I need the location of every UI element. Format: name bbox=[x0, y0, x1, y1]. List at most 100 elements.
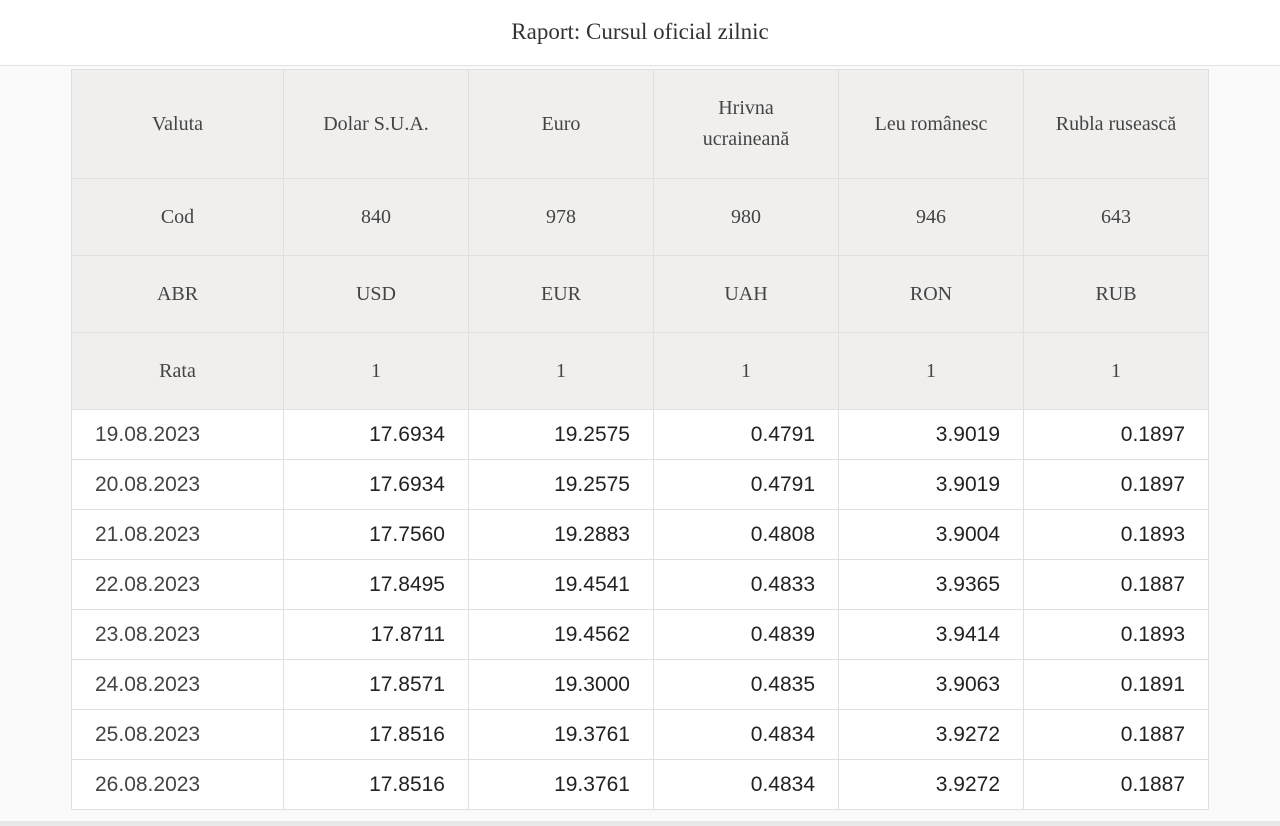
header-row: ABR USD EUR UAH RON RUB bbox=[71, 255, 1209, 333]
header-cell: Hrivna ucraineană bbox=[653, 69, 839, 179]
header-text: ABR bbox=[156, 282, 199, 305]
header-cell: EUR bbox=[468, 255, 654, 333]
header-cell: Rata bbox=[71, 332, 284, 410]
header-cell: 643 bbox=[1023, 178, 1209, 256]
header-text: Dolar S.U.A. bbox=[323, 112, 429, 135]
rate-cell: 19.3761 bbox=[468, 759, 654, 810]
header-text: Rata bbox=[159, 359, 196, 382]
date-cell: 24.08.2023 bbox=[71, 659, 284, 710]
rate-cell: 3.9365 bbox=[838, 559, 1024, 610]
header-text: Cod bbox=[160, 205, 195, 228]
data-row: 19.08.2023 17.6934 19.2575 0.4791 3.9019 0.18… bbox=[71, 409, 1209, 460]
header-row: Rata 1 1 1 1 1 bbox=[71, 332, 1209, 410]
rate-cell: 17.8495 bbox=[283, 559, 469, 610]
header-cell: 1 bbox=[1023, 332, 1209, 410]
header-cell: 1 bbox=[468, 332, 654, 410]
rate-cell: 0.4839 bbox=[653, 609, 839, 660]
rate-cell: 17.8516 bbox=[283, 759, 469, 810]
header-text: Leu românesc bbox=[874, 112, 988, 135]
date-cell: 20.08.2023 bbox=[71, 459, 284, 510]
rate-cell: 0.1887 bbox=[1023, 709, 1209, 760]
rate-cell: 0.4834 bbox=[653, 709, 839, 760]
data-row: 21.08.2023 17.7560 19.2883 0.4808 3.9004 0.18… bbox=[71, 509, 1209, 560]
rates-table: Valuta Dolar S.U.A. Euro Hrivna ucraineană L… bbox=[71, 69, 1209, 810]
header-cell: Valuta bbox=[71, 69, 284, 179]
header-text: UAH bbox=[724, 282, 768, 305]
data-row: 26.08.2023 17.8516 19.3761 0.4834 3.9272 0.18… bbox=[71, 759, 1209, 810]
rate-cell: 0.4835 bbox=[653, 659, 839, 710]
rate-cell: 0.1897 bbox=[1023, 459, 1209, 510]
rate-cell: 19.3000 bbox=[468, 659, 654, 710]
rate-cell: 17.8711 bbox=[283, 609, 469, 660]
rate-cell: 0.1887 bbox=[1023, 559, 1209, 610]
header-cell: ABR bbox=[71, 255, 284, 333]
header-text: 1 bbox=[1111, 359, 1121, 382]
rate-cell: 0.4834 bbox=[653, 759, 839, 810]
header-cell: 1 bbox=[653, 332, 839, 410]
header-cell: Dolar S.U.A. bbox=[283, 69, 469, 179]
rate-cell: 19.2883 bbox=[468, 509, 654, 560]
header-cell: RON bbox=[838, 255, 1024, 333]
rate-cell: 0.4833 bbox=[653, 559, 839, 610]
rate-cell: 17.6934 bbox=[283, 409, 469, 460]
rate-cell: 0.4808 bbox=[653, 509, 839, 560]
rate-cell: 19.3761 bbox=[468, 709, 654, 760]
rate-cell: 3.9272 bbox=[838, 759, 1024, 810]
data-row: 24.08.2023 17.8571 19.3000 0.4835 3.9063 0.18… bbox=[71, 659, 1209, 710]
rate-cell: 0.4791 bbox=[653, 459, 839, 510]
header-text: 946 bbox=[916, 205, 946, 228]
rate-cell: 3.9019 bbox=[838, 409, 1024, 460]
rate-cell: 3.9019 bbox=[838, 459, 1024, 510]
data-row: 20.08.2023 17.6934 19.2575 0.4791 3.9019 0.18… bbox=[71, 459, 1209, 510]
rate-cell: 19.4562 bbox=[468, 609, 654, 660]
rate-cell: 0.1893 bbox=[1023, 509, 1209, 560]
rate-cell: 3.9004 bbox=[838, 509, 1024, 560]
date-cell: 19.08.2023 bbox=[71, 409, 284, 460]
rate-cell: 3.9272 bbox=[838, 709, 1024, 760]
header-text: EUR bbox=[541, 282, 581, 305]
header-cell: 978 bbox=[468, 178, 654, 256]
header-text: 980 bbox=[731, 205, 761, 228]
header-cell: 946 bbox=[838, 178, 1024, 256]
header-cell: Cod bbox=[71, 178, 284, 256]
header-cell: 840 bbox=[283, 178, 469, 256]
header-row: Valuta Dolar S.U.A. Euro Hrivna ucraineană L… bbox=[71, 69, 1209, 179]
header-bar: Raport: Cursul oficial zilnic bbox=[0, 0, 1280, 66]
header-cell: Rubla rusească bbox=[1023, 69, 1209, 179]
header-text: Rubla rusească bbox=[1055, 112, 1177, 135]
header-text: 1 bbox=[556, 359, 566, 382]
header-cell: 980 bbox=[653, 178, 839, 256]
date-cell: 21.08.2023 bbox=[71, 509, 284, 560]
header-text: Valuta bbox=[151, 112, 204, 135]
date-cell: 23.08.2023 bbox=[71, 609, 284, 660]
header-cell: 1 bbox=[838, 332, 1024, 410]
header-text: Euro bbox=[541, 112, 581, 135]
rate-cell: 0.4791 bbox=[653, 409, 839, 460]
rate-cell: 0.1893 bbox=[1023, 609, 1209, 660]
page-title: Raport: Cursul oficial zilnic bbox=[511, 18, 769, 44]
header-cell: 1 bbox=[283, 332, 469, 410]
rate-cell: 3.9414 bbox=[838, 609, 1024, 660]
header-text: 1 bbox=[741, 359, 751, 382]
header-text: Hrivna ucraineană bbox=[702, 97, 790, 150]
header-text: RON bbox=[909, 282, 953, 305]
rate-cell: 3.9063 bbox=[838, 659, 1024, 710]
date-cell: 22.08.2023 bbox=[71, 559, 284, 610]
header-cell: USD bbox=[283, 255, 469, 333]
header-text: RUB bbox=[1095, 282, 1137, 305]
table-wrap: Valuta Dolar S.U.A. Euro Hrivna ucraineană L… bbox=[71, 69, 1209, 810]
bottom-bar bbox=[0, 821, 1280, 826]
header-cell: Leu românesc bbox=[838, 69, 1024, 179]
header-text: 840 bbox=[361, 205, 391, 228]
rate-cell: 0.1897 bbox=[1023, 409, 1209, 460]
rate-cell: 17.8571 bbox=[283, 659, 469, 710]
header-cell: UAH bbox=[653, 255, 839, 333]
data-row: 23.08.2023 17.8711 19.4562 0.4839 3.9414 0.18… bbox=[71, 609, 1209, 660]
rate-cell: 19.2575 bbox=[468, 409, 654, 460]
rate-cell: 19.2575 bbox=[468, 459, 654, 510]
date-cell: 25.08.2023 bbox=[71, 709, 284, 760]
header-row: Cod 840 978 980 946 643 bbox=[71, 178, 1209, 256]
header-text: 1 bbox=[371, 359, 381, 382]
data-row: 25.08.2023 17.8516 19.3761 0.4834 3.9272 0.18… bbox=[71, 709, 1209, 760]
